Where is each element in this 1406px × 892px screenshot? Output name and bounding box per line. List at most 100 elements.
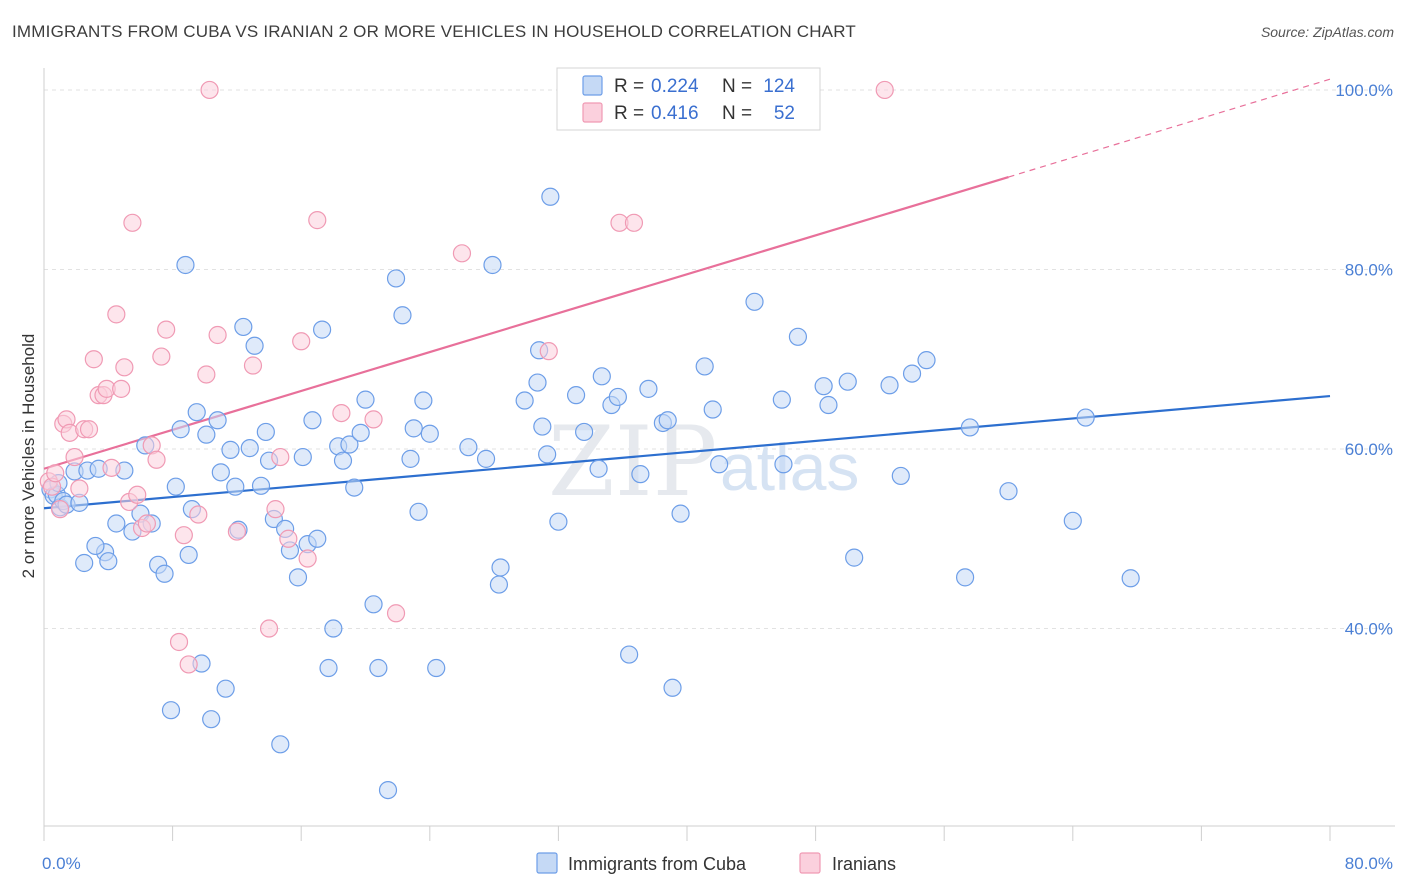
stats-legend: R = 0.224 N = 124 R = 0.416 N = 52 <box>556 67 821 131</box>
point-cuba-78 <box>528 373 547 392</box>
point-iranians-26 <box>152 347 171 366</box>
axes <box>43 68 1395 841</box>
point-cuba-30 <box>202 710 221 729</box>
point-cuba-13 <box>107 514 126 533</box>
point-cuba-116 <box>1076 408 1095 427</box>
point-cuba-31 <box>208 411 227 430</box>
point-cuba-61 <box>364 595 383 614</box>
x-tick-labels: 0.0% 80.0% <box>42 854 1393 873</box>
point-cuba-33 <box>216 679 235 698</box>
point-cuba-62 <box>369 658 388 678</box>
point-cuba-94 <box>658 411 677 430</box>
point-iranians-25 <box>147 450 166 469</box>
point-cuba-29 <box>197 425 216 444</box>
point-iranians-35 <box>227 522 246 541</box>
point-iranians-48 <box>539 342 558 361</box>
stats-legend-swatch-cuba <box>582 75 603 96</box>
point-cuba-72 <box>459 438 478 457</box>
stats-legend-n-label-cuba: N = <box>722 76 752 97</box>
point-cuba-76 <box>489 575 509 594</box>
point-cuba-118 <box>75 553 94 573</box>
point-iranians-11 <box>84 350 103 369</box>
point-cuba-111 <box>917 351 936 370</box>
point-cuba-101 <box>772 390 791 409</box>
point-cuba-119 <box>86 536 105 556</box>
point-cuba-71 <box>427 658 446 678</box>
point-cuba-34 <box>221 440 240 459</box>
point-cuba-82 <box>541 187 560 206</box>
point-iranians-23 <box>137 514 156 533</box>
point-iranians-16 <box>107 305 126 324</box>
point-cuba-69 <box>414 391 433 410</box>
source-credit: Source: ZipAtlas.com <box>1260 24 1394 40</box>
point-iranians-39 <box>271 447 290 467</box>
point-cuba-50 <box>303 411 322 430</box>
point-cuba-108 <box>880 376 899 395</box>
point-cuba-48 <box>293 447 312 467</box>
y-tick-label-0: 40.0% <box>1345 620 1393 639</box>
point-cuba-109 <box>891 466 910 486</box>
series-legend: Immigrants from Cuba Iranians <box>536 852 896 874</box>
point-iranians-2 <box>46 464 65 483</box>
point-cuba-85 <box>575 422 594 442</box>
point-cuba-39 <box>245 336 264 355</box>
point-cuba-32 <box>211 463 230 482</box>
point-cuba-92 <box>639 379 658 398</box>
point-cuba-83 <box>549 512 568 531</box>
point-cuba-21 <box>161 701 181 720</box>
point-iranians-34 <box>208 325 227 345</box>
point-cuba-105 <box>819 395 838 415</box>
y-tick-label-3: 100.0% <box>1335 81 1393 100</box>
point-cuba-51 <box>308 529 327 548</box>
point-iranians-32 <box>197 365 216 384</box>
point-cuba-35 <box>226 477 245 496</box>
stats-legend-r-value-cuba: 0.224 <box>651 76 699 97</box>
point-iranians-28 <box>169 632 189 652</box>
point-cuba-97 <box>695 357 714 376</box>
point-iranians-42 <box>298 549 317 568</box>
point-cuba-59 <box>351 423 370 442</box>
y-tick-label-2: 80.0% <box>1345 260 1393 279</box>
point-cuba-86 <box>589 459 608 478</box>
point-cuba-27 <box>187 403 206 422</box>
data-points <box>39 80 1140 800</box>
stats-legend-swatch-iranians <box>582 102 603 123</box>
point-cuba-80 <box>533 417 552 436</box>
point-iranians-20 <box>123 213 142 232</box>
trend-line-extension-iranians <box>1008 78 1331 178</box>
point-cuba-58 <box>345 478 364 497</box>
point-cuba-84 <box>566 386 586 405</box>
point-cuba-67 <box>404 419 423 438</box>
point-iranians-10 <box>79 420 99 439</box>
point-cuba-56 <box>333 451 353 470</box>
point-cuba-24 <box>176 255 195 275</box>
legend-swatch-cuba <box>536 852 558 874</box>
point-cuba-117 <box>1121 569 1140 588</box>
point-cuba-77 <box>515 391 534 410</box>
point-cuba-53 <box>319 658 338 678</box>
point-iranians-31 <box>189 505 208 524</box>
point-iranians-51 <box>875 80 894 100</box>
point-iranians-46 <box>386 604 406 623</box>
point-iranians-41 <box>292 332 311 351</box>
point-cuba-91 <box>631 465 650 484</box>
point-iranians-47 <box>452 244 472 263</box>
point-cuba-81 <box>538 445 557 464</box>
point-cuba-44 <box>271 735 290 754</box>
point-cuba-63 <box>378 780 398 800</box>
point-cuba-23 <box>171 420 190 439</box>
point-cuba-104 <box>814 377 833 396</box>
point-cuba-57 <box>340 435 359 454</box>
point-cuba-68 <box>409 502 428 521</box>
point-iranians-29 <box>174 526 193 545</box>
point-cuba-106 <box>838 372 857 391</box>
point-cuba-75 <box>491 558 510 577</box>
chart-title: IMMIGRANTS FROM CUBA VS IRANIAN 2 OR MOR… <box>12 22 856 41</box>
point-iranians-15 <box>102 458 121 477</box>
point-iranians-36 <box>243 356 263 375</box>
point-cuba-38 <box>240 439 259 458</box>
series-iranians <box>39 80 894 674</box>
stats-legend-r-label-cuba: R = <box>614 76 644 97</box>
point-cuba-113 <box>960 418 980 437</box>
